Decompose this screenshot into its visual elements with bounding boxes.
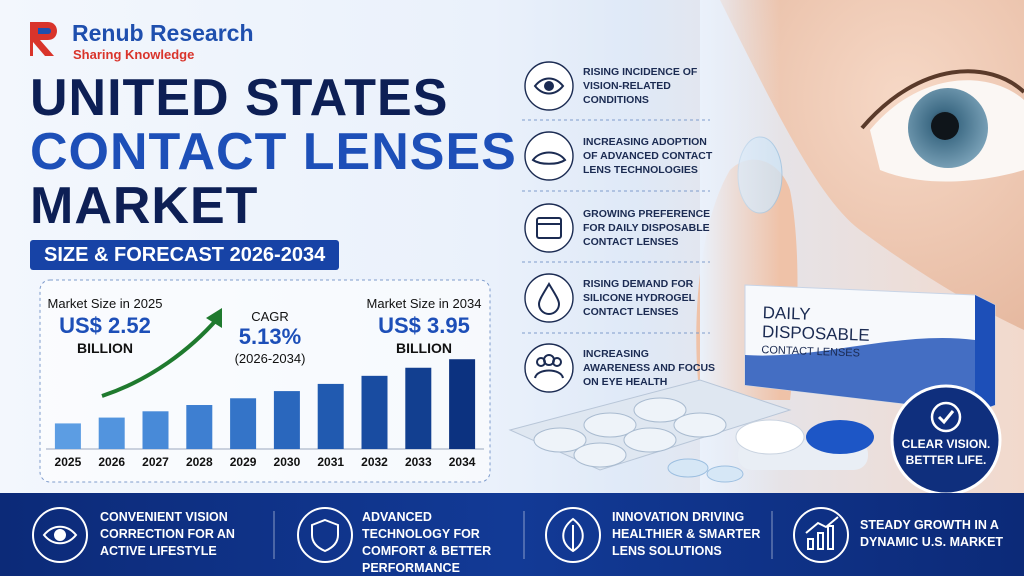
bar (186, 405, 213, 449)
x-tick-label: 2033 (405, 455, 432, 469)
bar (361, 375, 388, 449)
blister-pack (508, 379, 792, 471)
driver-text: Rising demand for silicone hydrogel cont… (583, 278, 695, 318)
driver-text: Increasing adoption of advanced contact … (583, 136, 713, 176)
stat-value: US$ 2.52 (59, 313, 151, 338)
eyelid (860, 69, 1024, 130)
product-line: CONTACT LENSES (761, 344, 861, 360)
driver-text: Rising incidence of vision-related condi… (583, 66, 698, 106)
stat-value: US$ 3.95 (378, 313, 470, 338)
driver-text: Growing preference for daily disposable … (583, 208, 711, 248)
stat-label: Market Size in 2034 (366, 296, 482, 311)
brand-tagline: Sharing Knowledge (73, 47, 195, 62)
lens-case (735, 419, 874, 470)
logo (30, 22, 57, 56)
loose-lens (667, 458, 709, 478)
bar (405, 367, 432, 449)
driver-glyphs (531, 77, 567, 379)
badge-check (937, 410, 955, 425)
bar (273, 391, 300, 449)
product-label: DAILY DISPOSABLE CONTACT LENSES (761, 303, 871, 364)
bar (142, 411, 169, 449)
footer-text: STEADY GROWTH IN A DYNAMIC U.S. MARKET (860, 518, 1004, 549)
title-line: CONTACT LENSES (30, 123, 517, 181)
arrow-head (206, 308, 222, 328)
bar (449, 359, 476, 449)
brand-name: Renub Research (72, 20, 254, 46)
x-tick-label: 2031 (317, 455, 344, 469)
driver-separators (522, 119, 710, 334)
stat-unit: BILLION (77, 340, 133, 356)
stat-unit: BILLION (396, 340, 452, 356)
stat-label: Market Size in 2025 (47, 296, 163, 311)
subtitle: SIZE & FORECAST 2026-2034 (30, 240, 340, 270)
bar (54, 423, 81, 449)
growth-arrow (101, 316, 220, 398)
footer-icons (32, 507, 849, 563)
footer-text: ADVANCED TECHNOLOGY FOR COMFORT & BETTER… (362, 510, 492, 575)
x-tick-label: 2030 (274, 455, 301, 469)
stat-label: CAGR (251, 309, 289, 324)
bar (98, 417, 125, 449)
x-tick-label: 2028 (186, 455, 213, 469)
footer-text: INNOVATION DRIVING HEALTHIER & SMARTER L… (612, 510, 761, 558)
stat-value: 5.13% (238, 324, 302, 349)
x-tick-label: 2032 (361, 455, 388, 469)
x-tick-label: 2034 (449, 455, 476, 469)
bar-chart: 2025 2026 2027 2028 2029 2030 2031 2032 2033 2034 (46, 359, 484, 469)
x-tick-label: 2027 (142, 455, 169, 469)
bar (230, 398, 257, 449)
badge-icon (930, 401, 962, 433)
pupil (931, 112, 959, 140)
bar (317, 383, 344, 449)
title-line: MARKET (30, 177, 259, 235)
title-line: UNITED STATES (30, 69, 449, 127)
stat-period: (2026-2034) (234, 351, 306, 366)
x-tick-label: 2025 (55, 455, 82, 469)
driver-icons (524, 61, 574, 393)
footer-text: CONVENIENT VISION CORRECTION FOR AN ACTI… (100, 510, 235, 558)
loose-lens (706, 465, 744, 483)
driver-text: Increasing awareness and focus on eye he… (583, 348, 716, 388)
x-tick-label: 2026 (98, 455, 125, 469)
footer: CONVENIENT VISION CORRECTION FOR AN ACTI… (0, 493, 1024, 576)
x-tick-label: 2029 (230, 455, 257, 469)
badge-text: CLEAR VISION. BETTER LIFE. (901, 437, 991, 467)
